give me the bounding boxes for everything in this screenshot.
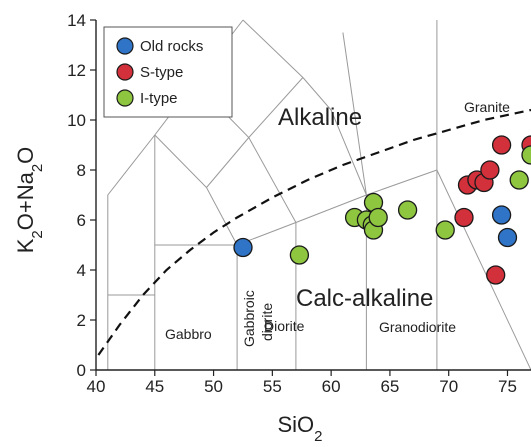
legend-marker [116,89,134,107]
x-axis-label: SiO2 [277,412,322,445]
data-point-i-type [289,245,310,265]
y-tick-label: 10 [67,111,86,130]
x-tick-label: 45 [145,377,164,396]
data-point-s-type [491,135,512,155]
field-label-gabbro: Gabbro [165,326,212,342]
data-point-old-rocks [233,237,253,258]
field-boundary-line [154,134,238,246]
data-point-s-type [486,265,506,285]
field-boundary-line [436,169,531,371]
field-boundary-line [242,19,304,78]
field-boundary-line [342,32,367,196]
field-label-diorite-rotated: diorite [259,303,275,341]
field-boundary-line [154,169,438,370]
field-label-calc-alkaline: Calc-alkaline [296,285,433,312]
axes [95,20,531,371]
x-tick-label: 70 [439,377,458,396]
data-points [233,135,531,285]
y-tick-label: 8 [77,161,86,180]
x-tick-label: 50 [204,377,223,396]
field-label-gabbroic: Gabbroic [241,290,257,347]
y-tick-label: 2 [77,311,86,330]
data-point-i-type [435,220,455,240]
data-point-i-type [509,170,529,190]
data-point-i-type [368,207,388,228]
x-tick-label: 75 [498,377,517,396]
y-tick-label: 12 [67,61,86,80]
classification-field-boundaries [107,19,531,371]
data-point-old-rocks [491,205,512,225]
field-label-granodiorite: Granodiorite [379,319,456,335]
field-boundary-line [302,77,367,196]
field-label-diorite: Diorite [264,318,305,334]
legend-label: I-type [140,90,178,107]
field-boundary-line [248,77,304,138]
data-point-old-rocks [497,227,518,248]
legend-label: Old rocks [140,38,203,55]
field-label-granite: Granite [464,99,510,115]
data-point-s-type [480,160,500,180]
data-point-i-type [397,200,418,220]
field-label-alkaline: Alkaline [278,104,362,131]
x-tick-label: 65 [380,377,399,396]
data-point-i-type [521,145,531,165]
x-tick-label: 60 [322,377,341,396]
legend-marker [116,37,134,55]
y-axis-label: K2O+Na2O [13,147,46,254]
data-point-s-type [454,207,474,228]
x-tick-label: 55 [263,377,282,396]
legend-label: S-type [140,64,183,81]
legend: Old rocks S-type I-type [103,26,233,118]
y-tick-label: 4 [77,261,86,280]
y-tick-label: 0 [77,361,86,380]
x-axis-ticks: 40 45 50 55 60 65 70 75 [87,370,517,396]
y-tick-label: 14 [67,11,86,30]
legend-marker [116,63,134,81]
field-boundary-line [206,137,250,188]
y-tick-label: 6 [77,211,86,230]
y-axis-ticks: 0 2 4 6 8 10 12 14 [67,11,96,380]
x-tick-label: 40 [87,377,106,396]
